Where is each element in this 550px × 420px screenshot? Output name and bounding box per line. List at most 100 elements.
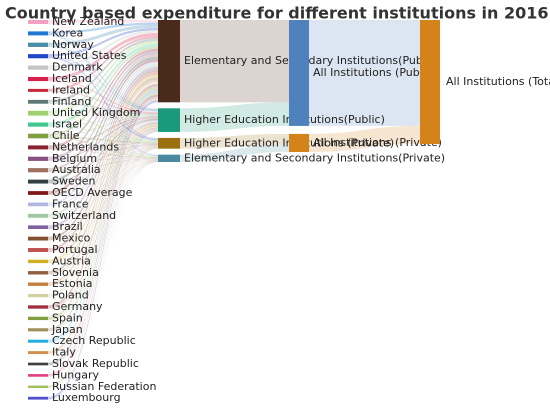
country-node (28, 225, 48, 230)
link (48, 46, 158, 140)
country-node (28, 248, 48, 252)
link (48, 147, 158, 343)
link (48, 158, 158, 173)
country-label: Mexico (52, 232, 91, 245)
link (180, 144, 289, 162)
link (48, 148, 158, 400)
link (180, 133, 289, 149)
country-label: Hungary (52, 368, 99, 381)
country-label: Slovak Republic (52, 357, 139, 370)
country-label: United Kingdom (52, 106, 140, 119)
link (48, 80, 158, 141)
country-node (28, 133, 48, 139)
link (48, 64, 158, 217)
link (48, 91, 158, 141)
link (48, 128, 158, 320)
country-label: Spain (52, 311, 83, 324)
link (48, 137, 158, 158)
link (48, 59, 158, 194)
country-label: Australia (52, 163, 101, 176)
country-label: Ireland (52, 83, 90, 96)
group-node (289, 20, 309, 126)
link (48, 77, 158, 274)
country-node (28, 179, 48, 184)
link (48, 79, 158, 285)
link (48, 143, 158, 149)
link (48, 148, 158, 377)
country-node (28, 305, 48, 309)
link (48, 143, 158, 161)
link (48, 33, 158, 81)
link (48, 103, 158, 157)
link (48, 148, 158, 388)
country-label: Switzerland (52, 209, 116, 222)
link (48, 51, 158, 160)
link (48, 34, 158, 140)
links (48, 19, 420, 400)
country-label: Slovenia (52, 266, 99, 279)
link (48, 98, 158, 388)
link (48, 69, 158, 156)
country-node (28, 99, 48, 104)
link (48, 46, 158, 136)
link (48, 124, 158, 263)
link (48, 68, 158, 113)
link (180, 20, 289, 103)
link (309, 125, 420, 152)
link (48, 74, 158, 262)
link (48, 96, 158, 376)
link (48, 22, 158, 110)
link (48, 147, 158, 332)
link (48, 145, 158, 207)
country-node (28, 145, 48, 150)
link (48, 23, 158, 139)
country-node (28, 271, 48, 275)
country-node (28, 202, 48, 207)
link (48, 126, 158, 297)
link (48, 161, 158, 343)
group-label: All Institutions (Private) (313, 136, 442, 149)
country-label: Norway (52, 38, 94, 51)
link (48, 145, 158, 252)
link (48, 118, 158, 184)
country-node (28, 259, 48, 264)
link (48, 58, 158, 156)
link (48, 161, 158, 332)
link (48, 160, 158, 286)
category-node (158, 20, 180, 103)
country-label: United States (52, 49, 127, 62)
link (48, 146, 158, 275)
chart-title: Country based expenditure for different … (5, 4, 549, 23)
country-node (28, 294, 48, 298)
link (48, 160, 158, 264)
group-node (289, 133, 309, 152)
country-label: Russian Federation (52, 380, 156, 393)
category-node (158, 154, 180, 162)
country-label: Iceland (52, 72, 92, 85)
country-label: Czech Republic (52, 334, 136, 347)
link (48, 86, 158, 319)
link (48, 145, 158, 218)
link (48, 69, 158, 240)
link (48, 122, 158, 229)
link (48, 158, 158, 184)
link (48, 146, 158, 320)
country-node (28, 339, 48, 343)
country-node (28, 213, 48, 218)
link (48, 27, 158, 57)
country-node (28, 76, 48, 82)
country-label: Sweden (52, 175, 95, 188)
link (48, 115, 158, 127)
link (48, 92, 158, 354)
link (48, 130, 158, 365)
country-node (28, 156, 48, 161)
country-label: Portugal (52, 243, 98, 256)
link (48, 122, 158, 241)
link (48, 136, 158, 144)
link (48, 116, 158, 149)
link (48, 161, 158, 389)
country-node (28, 396, 48, 400)
link (48, 160, 158, 309)
country-node (28, 88, 48, 92)
country-label: Poland (52, 289, 89, 302)
